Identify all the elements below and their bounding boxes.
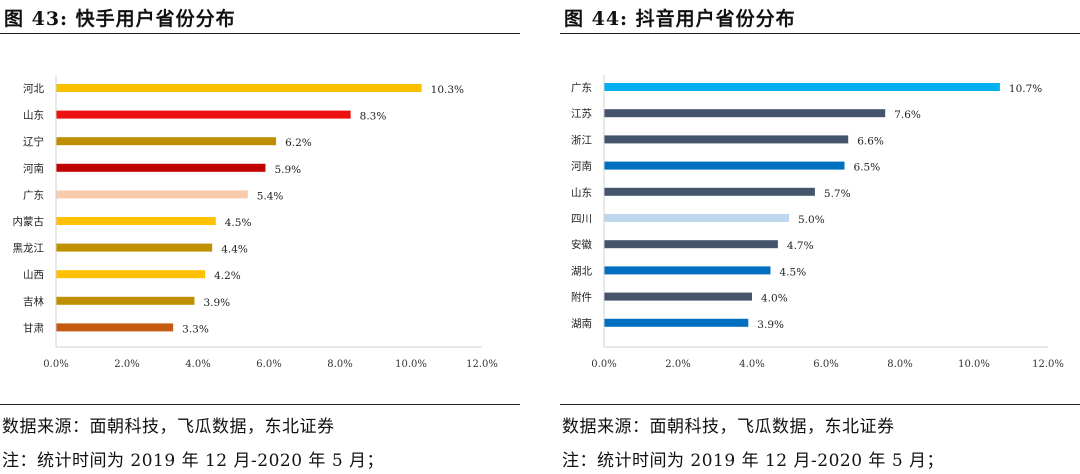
category-label: 广东 [571, 81, 592, 94]
category-label: 辽宁 [23, 135, 44, 148]
chart-title: 图 43: 快手用户省份分布 [4, 8, 236, 30]
category-label: 江苏 [571, 107, 592, 120]
bar-浙江 [604, 135, 849, 144]
bar-江苏 [604, 109, 886, 118]
value-label: 6.6% [857, 135, 884, 147]
bar-甘肃 [56, 323, 174, 332]
x-tick-label: 2.0% [665, 359, 690, 370]
category-label: 山东 [571, 186, 592, 199]
bar-吉林 [56, 296, 195, 305]
x-tick-label: 6.0% [256, 359, 281, 370]
category-label: 吉林 [23, 295, 44, 308]
value-label: 4.4% [221, 244, 248, 256]
value-label: 4.2% [214, 270, 241, 282]
bar-四川 [604, 214, 789, 222]
x-tick-label: 8.0% [887, 359, 912, 370]
value-label: 3.9% [757, 319, 784, 331]
value-label: 8.3% [360, 111, 387, 123]
bar-广东 [56, 190, 248, 199]
chart-title: 图 44: 抖音用户省份分布 [564, 8, 796, 30]
footer-divider [560, 404, 1080, 405]
value-label: 10.3% [431, 84, 464, 96]
title-divider [0, 33, 520, 34]
x-tick-label: 10.0% [958, 359, 990, 370]
value-label: 6.5% [854, 162, 881, 174]
value-label: 10.7% [1009, 83, 1042, 95]
value-label: 5.4% [257, 190, 284, 202]
x-tick-label: 4.0% [739, 359, 764, 370]
footer-divider [0, 404, 520, 405]
title-divider [560, 33, 1080, 34]
x-tick-label: 10.0% [395, 359, 427, 370]
data-source-note: 数据来源：面朝科技，飞瓜数据，东北证券 [2, 417, 335, 437]
value-label: 4.0% [761, 293, 788, 305]
x-tick-label: 12.0% [1032, 359, 1064, 370]
bar-安徽 [604, 240, 778, 249]
bar-内蒙古 [56, 217, 216, 225]
data-source-note: 数据来源：面朝科技，飞瓜数据，东北证券 [562, 417, 895, 437]
category-label: 山东 [23, 109, 44, 122]
x-tick-label: 0.0% [591, 359, 616, 370]
category-label: 山西 [23, 269, 44, 281]
douyin-chart-panel: 图 44: 抖音用户省份分布 广东 10.7% 江苏 7.6% 浙江 6.6% 河南 6.5%… [560, 0, 1080, 474]
value-label: 5.0% [798, 214, 825, 226]
bar-河南 [56, 163, 266, 172]
bar-山西 [56, 270, 206, 279]
category-label: 广东 [23, 188, 44, 201]
bar-广东 [604, 83, 1000, 91]
category-label: 内蒙古 [13, 215, 45, 228]
x-tick-label: 0.0% [43, 359, 68, 370]
category-label: 甘肃 [23, 321, 44, 334]
bar-河北 [56, 84, 422, 92]
category-label: 河南 [23, 162, 44, 175]
value-label: 3.3% [182, 323, 209, 335]
bar-湖南 [604, 318, 749, 327]
value-label: 4.7% [787, 240, 814, 252]
bar-湖北 [604, 266, 771, 275]
value-label: 6.2% [285, 137, 312, 149]
stat-period-note: 注：统计时间为 2019 年 12 月-2020 年 5 月； [562, 451, 945, 471]
category-label: 四川 [571, 213, 592, 225]
category-label: 浙江 [571, 134, 592, 146]
x-tick-label: 12.0% [466, 359, 498, 370]
value-label: 5.9% [274, 164, 301, 176]
value-label: 5.7% [824, 188, 851, 200]
value-label: 3.9% [203, 297, 230, 309]
value-label: 4.5% [780, 266, 807, 278]
bar-黑龙江 [56, 243, 213, 252]
category-label: 湖南 [571, 317, 592, 330]
value-label: 4.5% [225, 217, 252, 229]
bar-河南 [604, 161, 845, 170]
category-label: 黑龙江 [13, 242, 45, 255]
x-tick-label: 8.0% [327, 359, 352, 370]
value-label: 7.6% [894, 109, 921, 121]
x-tick-label: 2.0% [114, 359, 139, 370]
bar-附件 [604, 292, 752, 301]
stat-period-note: 注：统计时间为 2019 年 12 月-2020 年 5 月； [2, 451, 385, 471]
category-label: 河北 [23, 83, 44, 95]
x-tick-label: 4.0% [185, 359, 210, 370]
bar-辽宁 [56, 137, 277, 146]
bar-山东 [56, 110, 351, 119]
kuaishou-chart-panel: 图 43: 快手用户省份分布 河北 10.3% 山东 8.3% 辽宁 6.2% 河南 5.9%… [0, 0, 520, 474]
bar-山东 [604, 187, 815, 196]
category-label: 附件 [571, 291, 592, 304]
category-label: 湖北 [571, 265, 592, 277]
kuaishou-bar-chart: 河北 10.3% 山东 8.3% 辽宁 6.2% 河南 5.9% 广东 5.4% 内蒙古 4.5% 黑龙… [13, 76, 498, 370]
x-tick-label: 6.0% [813, 359, 838, 370]
douyin-bar-chart: 广东 10.7% 江苏 7.6% 浙江 6.6% 河南 6.5% 山东 5.7% 四川 5.0% 安徽 4… [571, 75, 1064, 370]
category-label: 安徽 [571, 238, 592, 251]
category-label: 河南 [571, 160, 592, 173]
